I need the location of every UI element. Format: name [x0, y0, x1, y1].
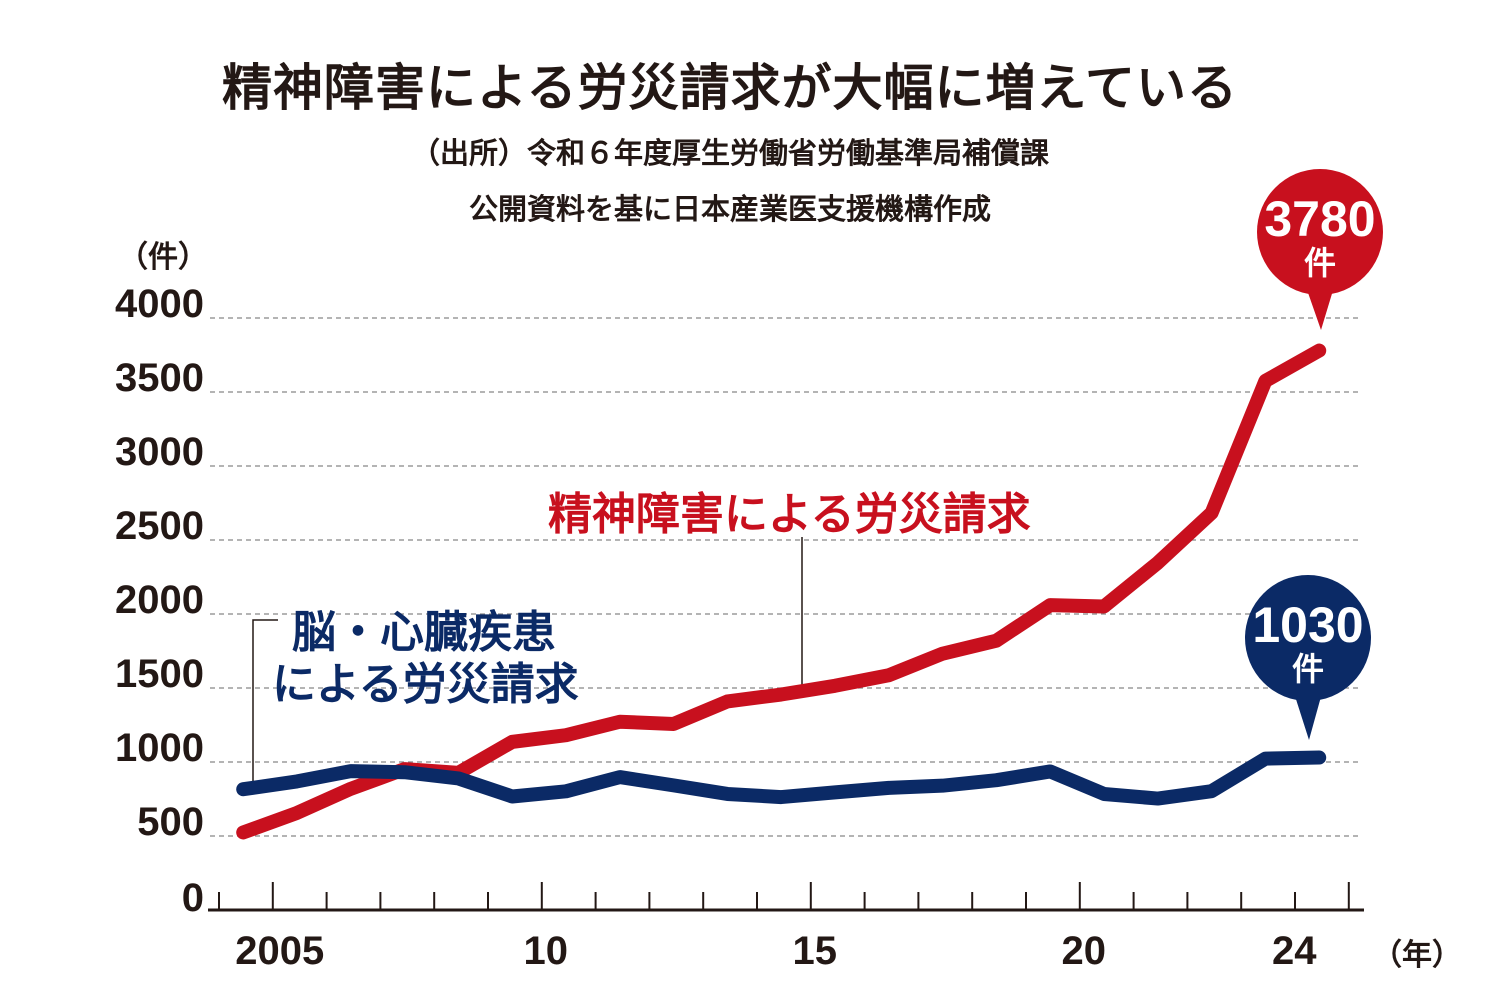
y-axis-unit: （件）: [118, 240, 208, 275]
y-tick-label: 4000: [115, 282, 204, 326]
callout-value-brain-heart: 1030: [1252, 597, 1363, 653]
callout-unit-brain-heart: 件: [1292, 650, 1324, 688]
x-tick-label: 20: [1062, 929, 1107, 973]
y-tick-label: 3500: [115, 356, 204, 400]
y-tick-label: 1500: [115, 652, 204, 696]
y-tick-label: 1000: [115, 726, 204, 770]
y-tick-label: 2000: [115, 578, 204, 622]
x-tick-label: 2005: [235, 929, 324, 973]
y-tick-label: 0: [182, 876, 204, 920]
callout-value-mental: 3780: [1264, 191, 1375, 247]
callout-unit-mental: 件: [1304, 244, 1336, 282]
leader-line-brain-heart: [252, 619, 278, 790]
x-axis-unit: （年）: [1372, 938, 1462, 973]
series-line-mental: [236, 343, 1327, 840]
series-label-brain-heart-1: 脳・心臓疾患: [292, 607, 556, 658]
callout-bubble-brain-heart: [1245, 575, 1371, 701]
x-tick-label: 15: [793, 929, 838, 973]
series-label-brain-heart-2: による労災請求: [272, 659, 579, 710]
chart-title: 精神障害による労災請求が大幅に増えている: [222, 59, 1238, 117]
x-tick-label: 10: [524, 929, 569, 973]
source-line-1: （出所）令和６年度厚生労働省労働基準局補償課: [410, 136, 1049, 170]
source-line-2: 公開資料を基に日本産業医支援機構作成: [468, 192, 991, 226]
callout-pointer-brain-heart: [1294, 693, 1322, 740]
series-label-mental: 精神障害による労災請求: [548, 489, 1031, 540]
y-tick-label: 2500: [115, 504, 204, 548]
x-tick-label: 24: [1272, 929, 1317, 973]
callout-pointer-mental: [1306, 287, 1334, 330]
callout-bubble-mental: [1257, 169, 1383, 295]
y-tick-label: 3000: [115, 430, 204, 474]
y-tick-label: 500: [137, 800, 204, 844]
